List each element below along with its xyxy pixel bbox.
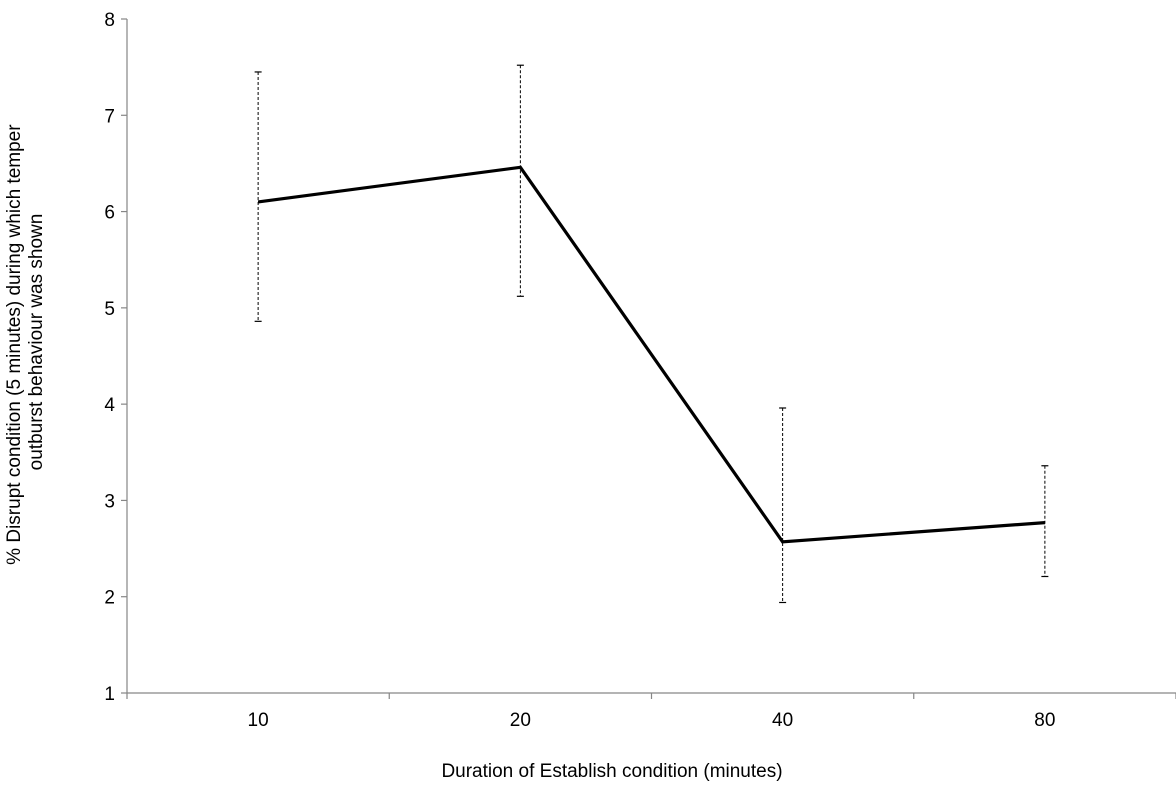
y-tick-label: 4: [104, 395, 115, 416]
x-tick-label: 20: [510, 710, 531, 731]
y-axis-title: % Disrupt condition (5 minutes) during w…: [4, 119, 47, 565]
x-axis: 10 20 40 80: [126, 692, 1176, 731]
error-bars: [254, 64, 1049, 604]
x-axis-title: Duration of Establish condition (minutes…: [441, 761, 782, 782]
x-tick-label: 80: [1034, 710, 1055, 731]
y-axis-title-line-2: outburst behaviour was shown: [26, 214, 47, 471]
y-tick-label: 5: [104, 299, 115, 320]
y-tick-label: 6: [104, 203, 115, 224]
x-tick-label: 40: [772, 710, 793, 731]
y-tick-label: 7: [104, 106, 115, 127]
y-tick-label: 1: [104, 684, 115, 705]
y-tick-label: 8: [104, 10, 115, 31]
y-axis: 1 2 3 4 5 6 7 8: [104, 10, 128, 705]
series-line: [257, 165, 1046, 544]
series: [257, 165, 1046, 544]
y-axis-title-line-1: % Disrupt condition (5 minutes) during w…: [4, 124, 25, 565]
y-tick-label: 3: [104, 491, 115, 512]
y-tick-label: 2: [104, 588, 115, 609]
x-tick-label: 10: [248, 710, 269, 731]
